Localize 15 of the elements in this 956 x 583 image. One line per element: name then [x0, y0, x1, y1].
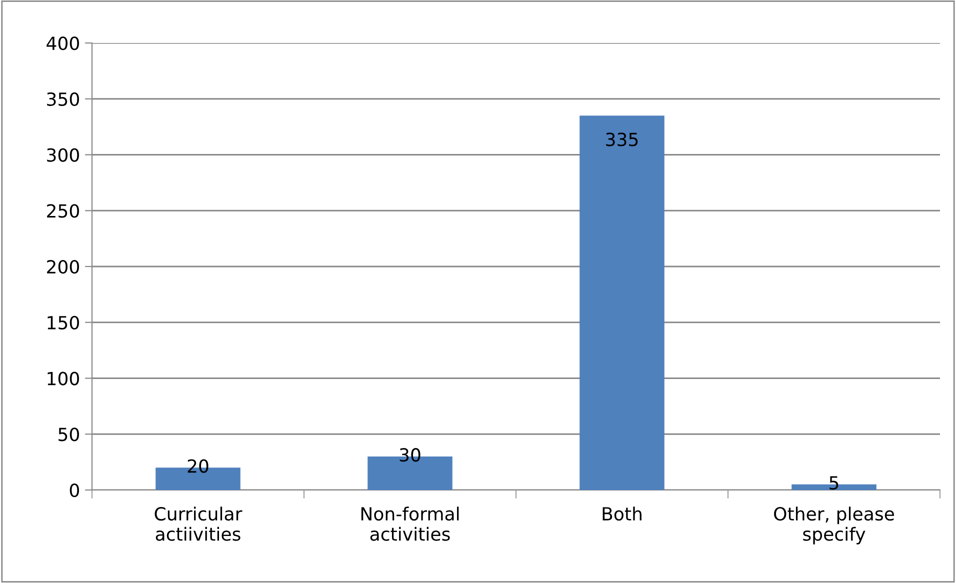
- y-tick-label: 400: [46, 36, 79, 50]
- y-tick-label: 200: [47, 260, 79, 274]
- y-tick-label: 300: [47, 148, 79, 162]
- y-tick-label: 100: [48, 372, 79, 386]
- y-tick-label: 350: [47, 92, 79, 106]
- y-tick-label: 150: [48, 316, 79, 330]
- y-tick-label: 0: [70, 483, 79, 498]
- y-tick-label: 250: [47, 204, 79, 218]
- x-tick-label: Both: [602, 506, 642, 521]
- y-tick-label: 50: [58, 428, 79, 442]
- x-tick-label: Other, please specify: [774, 506, 894, 544]
- data-label: 335: [606, 132, 638, 146]
- x-tick-label: Non-formal activities: [361, 506, 459, 541]
- x-tick-label: Curricular actiivities: [154, 506, 242, 541]
- bar: [580, 116, 664, 490]
